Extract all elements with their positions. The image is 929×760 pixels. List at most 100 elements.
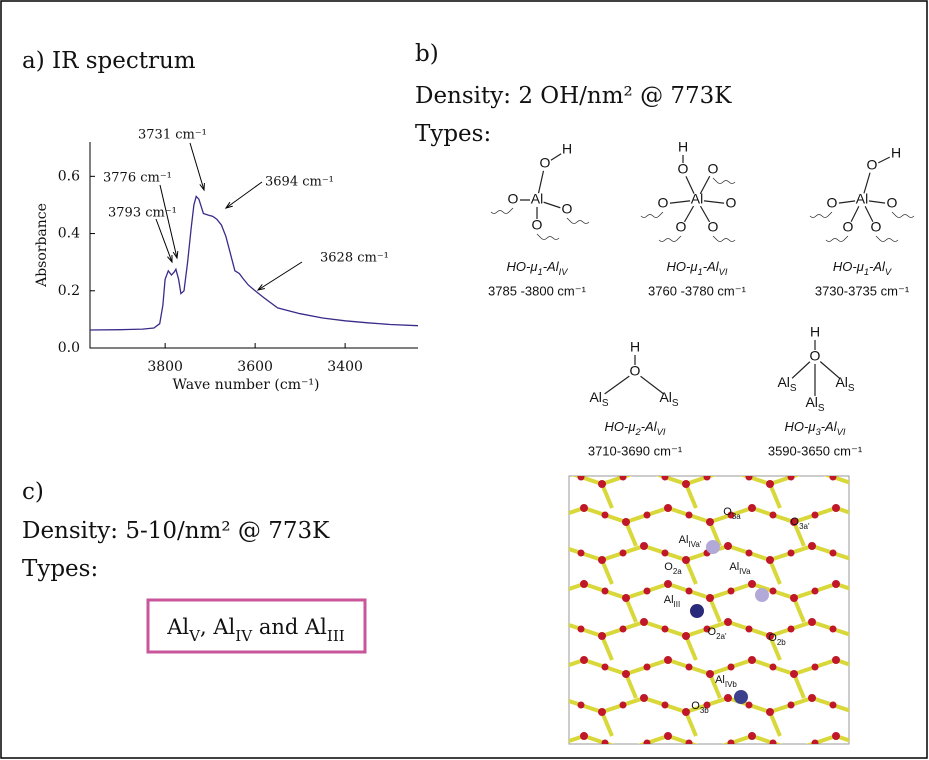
oxygen: [808, 618, 816, 626]
types-text-part: Al: [166, 615, 189, 639]
atom: Al: [691, 191, 703, 207]
oxygen: [620, 702, 627, 709]
oxygen: [514, 556, 522, 564]
oxygen: [602, 740, 609, 747]
oxygen: [662, 474, 669, 481]
oxygen: [790, 746, 798, 754]
oxygen: [875, 671, 882, 678]
oxygen: [602, 588, 609, 595]
oxygen: [602, 512, 609, 519]
aluminium: [706, 540, 720, 554]
stick: [878, 522, 888, 546]
oxygen: [875, 595, 882, 602]
oxygen: [560, 512, 567, 519]
annotation-arrow: [258, 262, 302, 290]
oxygen: [578, 702, 585, 709]
oxygen: [664, 580, 672, 588]
structure-name-sub: VI: [719, 267, 728, 277]
oxygen: [766, 480, 774, 488]
arrow-head: [258, 284, 265, 290]
oxygen: [538, 518, 546, 526]
oxygen: [874, 670, 882, 678]
oxygen: [788, 626, 795, 633]
atom: O: [678, 161, 689, 177]
oxygen: [832, 580, 840, 588]
oxygen: [514, 480, 522, 488]
oxygen: [724, 542, 732, 550]
atom-sub: S: [848, 383, 855, 394]
atom: AlS: [805, 394, 824, 414]
panel-a-title: a) IR spectrum: [22, 48, 196, 74]
squiggle: [810, 212, 832, 218]
oxygen: [682, 480, 690, 488]
oxygen: [514, 708, 522, 716]
oxygen: [560, 664, 567, 671]
oxygen: [644, 512, 651, 519]
oxygen: [832, 504, 840, 512]
oxygen: [640, 618, 648, 626]
structure-name: HO-μ1-AlVI: [667, 259, 728, 277]
oxygen: [538, 746, 546, 754]
oxygen: [578, 474, 585, 481]
oxygen: [682, 632, 690, 640]
stick: [518, 484, 528, 508]
oxygen: [602, 664, 609, 671]
oxygen: [682, 708, 690, 716]
aluminium: [734, 690, 748, 704]
structure-range: 3710-3690 cm⁻¹: [588, 443, 683, 458]
oxygen: [556, 466, 564, 474]
atom: H: [562, 141, 572, 157]
atom: O: [532, 217, 543, 233]
atom-sub: S: [790, 383, 797, 394]
oxygen: [766, 556, 774, 564]
atom: O: [843, 219, 854, 235]
oxygen: [706, 518, 714, 526]
atom-sub: S: [602, 398, 609, 409]
oxygen: [851, 557, 858, 564]
oxygen: [704, 474, 711, 481]
structure-name: HO-μ1-AlV: [833, 259, 892, 277]
atom-symbol: Al: [777, 374, 789, 390]
oxygen: [580, 504, 588, 512]
oxygen: [556, 694, 564, 702]
oxygen: [640, 466, 648, 474]
oxygen: [724, 618, 732, 626]
oxygen: [620, 550, 627, 557]
stick: [854, 560, 864, 584]
oxygen: [788, 474, 795, 481]
x-tick-label: 3600: [237, 359, 273, 375]
oxygen: [620, 474, 627, 481]
stick: [854, 484, 864, 508]
oxygen: [598, 480, 606, 488]
oxygen: [830, 702, 837, 709]
crystal-label-symbol: Al: [729, 561, 739, 573]
structure-name-part: HO-μ: [667, 259, 698, 274]
panel-b-density: Density: 2 OH/nm² @ 773K: [415, 83, 732, 109]
atom: O: [676, 219, 687, 235]
oxygen: [788, 702, 795, 709]
oxygen: [808, 694, 816, 702]
oxygen: [682, 556, 690, 564]
oxygen: [580, 732, 588, 740]
oxygen: [746, 550, 753, 557]
oxygen: [748, 504, 756, 512]
oxygen: [536, 550, 543, 557]
aluminium: [755, 588, 769, 602]
oxygen: [560, 588, 567, 595]
structure-range: 3590-3650 cm⁻¹: [768, 443, 863, 458]
oxygen: [662, 550, 669, 557]
oxygen: [854, 664, 861, 671]
oxygen: [770, 664, 777, 671]
oxygen: [538, 594, 546, 602]
oxygen: [622, 518, 630, 526]
types-text-part: , Al: [200, 615, 236, 639]
oxygen: [664, 504, 672, 512]
oxygen: [812, 740, 819, 747]
atom: Al: [856, 191, 868, 207]
atom: Al: [531, 191, 543, 207]
oxygen: [686, 740, 693, 747]
oxygen: [686, 588, 693, 595]
stick: [542, 522, 552, 546]
crystal-label-sub: 3a': [799, 522, 810, 531]
panel-c-label: c): [22, 479, 44, 505]
